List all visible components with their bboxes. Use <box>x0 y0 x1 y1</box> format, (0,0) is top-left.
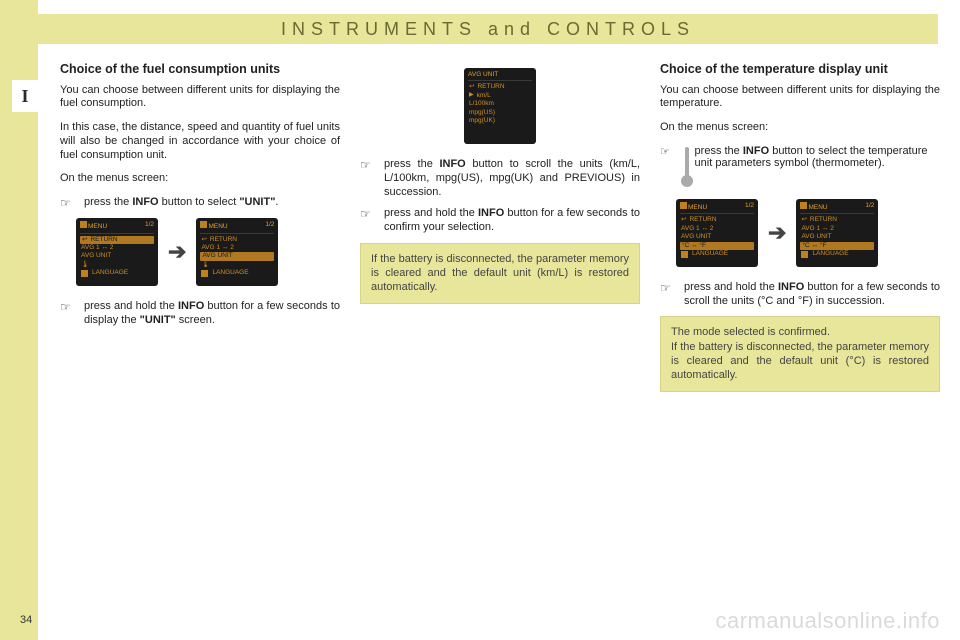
column-3: Choice of the temperature display unit Y… <box>660 62 940 392</box>
col1-para-2: In this case, the distance, speed and qu… <box>60 121 340 162</box>
col2-note: If the battery is disconnected, the para… <box>360 243 640 304</box>
col3-note-line1: The mode selected is confirmed. <box>671 326 830 338</box>
avgunit-screen: AVG UNIT ↩RETURN ▶km/L L/100km mpg(US) m… <box>464 68 536 144</box>
page-number: 34 <box>20 614 32 626</box>
pointer-icon: ☞ <box>360 158 374 199</box>
pointer-icon: ☞ <box>660 281 674 309</box>
arrow-icon: ➔ <box>168 239 186 265</box>
thermometer-icon <box>676 145 689 189</box>
arrow-icon: ➔ <box>768 220 786 246</box>
col3-bullet-1-text: press the INFO button to select the temp… <box>695 145 940 169</box>
col3-heading: Choice of the temperature display unit <box>660 62 940 78</box>
column-1: Choice of the fuel consumption units You… <box>60 62 340 392</box>
col2-screen: AVG UNIT ↩RETURN ▶km/L L/100km mpg(US) m… <box>360 68 640 144</box>
col1-bullet-2-text: press and hold the INFO button for a few… <box>84 300 340 328</box>
col1-bullet-1-text: press the INFO button to select "UNIT". <box>84 196 340 210</box>
col1-para-3: On the menus screen: <box>60 172 340 186</box>
col3-note: The mode selected is confirmed. If the b… <box>660 316 940 391</box>
menu-screen-3: MENU1/2 ↩RETURN AVG 1 ↔ 2 AVG UNIT °C ↔ … <box>676 199 758 267</box>
menu-screen-1: MENU1/2 ↩RETURN AVG 1 ↔ 2 AVG UNIT 🌡 LAN… <box>76 218 158 286</box>
col2-bullet-1: ☞ press the INFO button to scroll the un… <box>360 158 640 199</box>
col1-heading: Choice of the fuel consumption units <box>60 62 340 78</box>
col2-bullet-1-text: press the INFO button to scroll the unit… <box>384 158 640 199</box>
col1-para-1: You can choose between different units f… <box>60 84 340 112</box>
col3-screens: MENU1/2 ↩RETURN AVG 1 ↔ 2 AVG UNIT °C ↔ … <box>676 199 940 267</box>
col3-bullet-2-text: press and hold the INFO button for a few… <box>684 281 940 309</box>
menu-screen-4: MENU1/2 ↩RETURN AVG 1 ↔ 2 AVG UNIT °C ↔ … <box>796 199 878 267</box>
col3-para-2: On the menus screen: <box>660 121 940 135</box>
col3-bullet-2: ☞ press and hold the INFO button for a f… <box>660 281 940 309</box>
menu-screen-2: MENU1/2 ↩RETURN AVG 1 ↔ 2 AVG UNIT 🌡 LAN… <box>196 218 278 286</box>
pointer-icon: ☞ <box>660 145 670 158</box>
section-tab: I <box>12 80 38 112</box>
pointer-icon: ☞ <box>360 207 374 235</box>
col1-screens: MENU1/2 ↩RETURN AVG 1 ↔ 2 AVG UNIT 🌡 LAN… <box>76 218 340 286</box>
col3-note-line2: If the battery is disconnected, the para… <box>671 341 929 382</box>
col1-bullet-1: ☞ press the INFO button to select "UNIT"… <box>60 196 340 210</box>
left-sidebar: I <box>0 0 38 640</box>
col3-bullet-1: ☞ press the INFO button to select the te… <box>660 145 940 189</box>
pointer-icon: ☞ <box>60 196 74 210</box>
watermark: carmanualsonline.info <box>715 608 940 634</box>
col3-para-1: You can choose between different units f… <box>660 84 940 112</box>
page-header: INSTRUMENTS and CONTROLS <box>38 14 938 44</box>
content-columns: Choice of the fuel consumption units You… <box>60 62 940 392</box>
col2-bullet-2-text: press and hold the INFO button for a few… <box>384 207 640 235</box>
col2-bullet-2: ☞ press and hold the INFO button for a f… <box>360 207 640 235</box>
pointer-icon: ☞ <box>60 300 74 328</box>
col1-bullet-2: ☞ press and hold the INFO button for a f… <box>60 300 340 328</box>
column-2: AVG UNIT ↩RETURN ▶km/L L/100km mpg(US) m… <box>360 62 640 392</box>
